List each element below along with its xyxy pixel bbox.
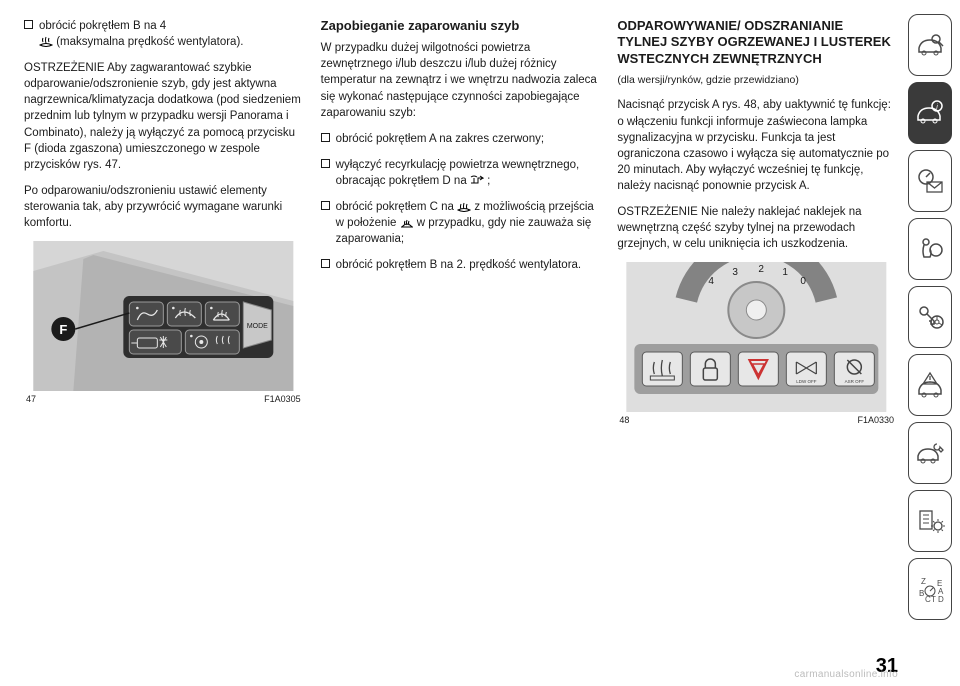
bullet-item: obrócić pokrętłem B na 2. prędkość wenty…: [321, 257, 600, 273]
figure-code: F1A0330: [857, 414, 894, 427]
bullet-text: obrócić pokrętłem B na 2. prędkość wenty…: [336, 257, 600, 273]
paragraph: OSTRZEŻENIE Nie należy naklejać naklejek…: [617, 204, 896, 252]
dial-num: 3: [733, 267, 739, 278]
column-1: obrócić pokrętłem B na 4 (maksymalna prę…: [24, 18, 303, 676]
paragraph: OSTRZEŻENIE Aby zagwarantować szybkie od…: [24, 60, 303, 173]
figure-code: F1A0305: [264, 393, 301, 406]
pointer-label-f: F: [59, 322, 67, 337]
footwell-defrost-icon: [400, 217, 414, 228]
bullet-marker: [321, 159, 330, 168]
car-service-icon[interactable]: [908, 422, 952, 484]
bullet-marker: [321, 201, 330, 210]
bullet-marker: [24, 20, 33, 29]
svg-text:T: T: [931, 595, 936, 604]
column-2: Zapobieganie zaparowaniu szyb W przypadk…: [321, 18, 600, 676]
svg-text:D: D: [938, 595, 944, 604]
bullet-text: obrócić pokrętłem A na zakres czerwony;: [336, 131, 600, 147]
windscreen-defrost-icon: [457, 201, 471, 212]
dial-num: 1: [783, 267, 789, 278]
bullet-item: obrócić pokrętłem C na z możliwością prz…: [321, 199, 600, 247]
dial-num: 4: [709, 276, 715, 287]
watermark: carmanualsonline.info: [794, 669, 898, 680]
section-heading: ODPAROWYWANIE/ ODSZRANIANIE TYLNEJ SZYBY…: [617, 18, 896, 67]
section-heading: Zapobieganie zaparowaniu szyb: [321, 18, 600, 34]
key-wheel-icon[interactable]: [908, 286, 952, 348]
sidebar-nav: i ZEBACDT: [908, 0, 960, 686]
bullet-text: obrócić pokrętłem B na 4: [39, 20, 166, 32]
defrost-icon: [39, 36, 53, 47]
figure-48: 0 1 2 3 4: [617, 262, 896, 412]
bullet-marker: [321, 259, 330, 268]
btn-label: ASR OFF: [845, 379, 865, 384]
dial-num: 2: [759, 264, 765, 275]
car-warn-icon[interactable]: [908, 354, 952, 416]
bullet-text: wyłączyć recyrkulację powietrza wewnętrz…: [336, 159, 580, 187]
gauge-mail-icon[interactable]: [908, 150, 952, 212]
section-subnote: (dla wersji/rynków, gdzie przewidziano): [617, 73, 896, 88]
bullet-marker: [321, 133, 330, 142]
figure-47: MODE F: [24, 241, 303, 391]
bullet-item: wyłączyć recyrkulację powietrza wewnętrz…: [321, 157, 600, 189]
bullet-text: (maksymalna prędkość wentylatora).: [56, 36, 243, 48]
car-search-icon[interactable]: [908, 14, 952, 76]
recirculation-off-icon: [470, 175, 484, 186]
svg-text:i: i: [936, 104, 938, 111]
car-info-icon[interactable]: i: [908, 82, 952, 144]
paragraph: W przypadku dużej wilgotności powietrza …: [321, 40, 600, 120]
figure-number: 47: [26, 393, 36, 406]
btn-label: LDW OFF: [797, 379, 817, 384]
bullet-text: ;: [484, 175, 490, 187]
bullet-item: obrócić pokrętłem A na zakres czerwony;: [321, 131, 600, 147]
column-3: ODPAROWYWANIE/ ODSZRANIANIE TYLNEJ SZYBY…: [617, 18, 896, 676]
alpha-index-icon[interactable]: ZEBACDT: [908, 558, 952, 620]
bullet-item: obrócić pokrętłem B na 4 (maksymalna prę…: [24, 18, 303, 50]
paragraph: Nacisnąć przycisk A rys. 48, aby uaktywn…: [617, 97, 896, 194]
dial-num: 0: [801, 276, 807, 287]
svg-text:Z: Z: [921, 577, 926, 586]
checklist-gear-icon[interactable]: [908, 490, 952, 552]
bullet-text: obrócić pokrętłem C na: [336, 201, 457, 213]
airbag-icon[interactable]: [908, 218, 952, 280]
svg-text:B: B: [919, 589, 924, 598]
figure-number: 48: [619, 414, 629, 427]
mode-label: MODE: [247, 323, 268, 330]
paragraph: Po odparowaniu/odszronieniu ustawić elem…: [24, 183, 303, 231]
